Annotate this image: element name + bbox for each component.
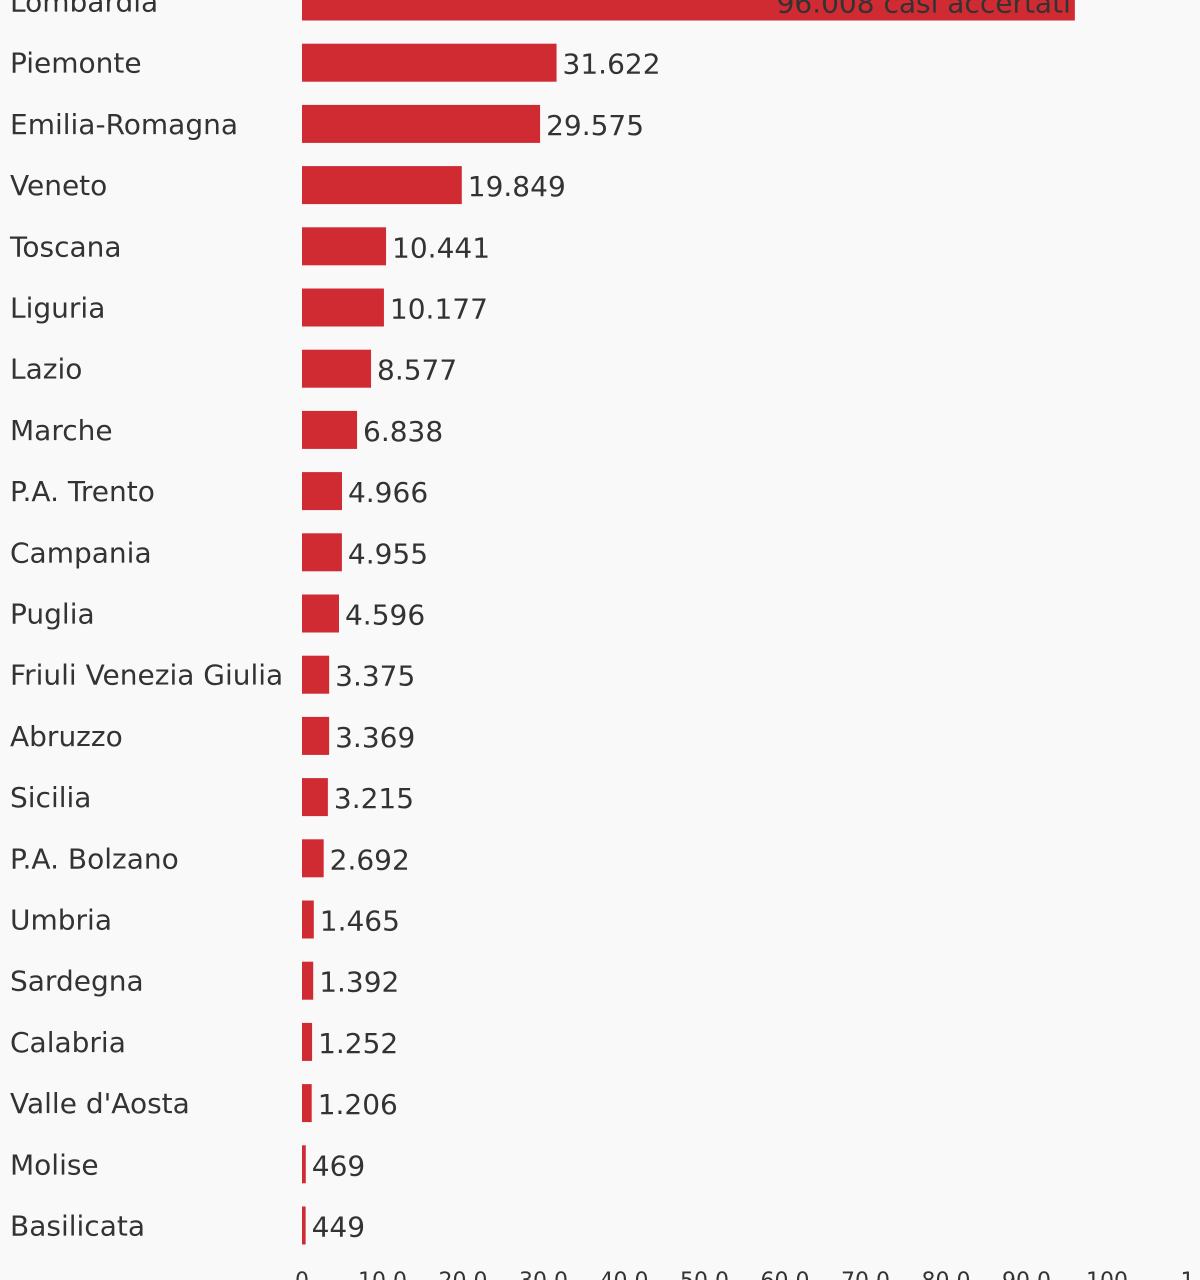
bar — [302, 349, 372, 388]
category-label: Valle d'Aosta — [10, 1087, 190, 1120]
category-label: Basilicata — [10, 1210, 145, 1243]
bar — [302, 410, 358, 449]
bar — [302, 961, 314, 1000]
category-label: Toscana — [9, 230, 122, 263]
value-label: 8.577 — [377, 354, 457, 387]
value-label: 6.838 — [363, 415, 443, 448]
value-label: 31.622 — [563, 48, 661, 81]
value-label: 29.575 — [546, 109, 644, 142]
category-label: Friuli Venezia Giulia — [10, 659, 283, 692]
bar — [302, 1022, 313, 1061]
value-label: 1.392 — [319, 966, 399, 999]
value-label: 3.369 — [335, 721, 415, 754]
bar — [302, 0, 1075, 21]
value-label: 96.008 casi accertati — [777, 0, 1071, 20]
bar — [302, 655, 330, 694]
category-label: Abruzzo — [10, 720, 123, 753]
bar — [302, 1206, 306, 1245]
bar — [302, 288, 384, 327]
x-tick-label: 50.0 — [680, 1269, 729, 1280]
value-label: 3.375 — [335, 660, 415, 693]
category-label: Emilia-Romagna — [10, 108, 238, 141]
category-label: Molise — [10, 1148, 99, 1181]
category-label: Sicilia — [10, 781, 91, 814]
value-label: 3.215 — [334, 782, 414, 815]
category-label: Calabria — [10, 1026, 126, 1059]
bar — [302, 472, 342, 511]
bar — [302, 839, 324, 878]
value-label: 1.465 — [320, 905, 400, 938]
x-tick-label: 60.0 — [761, 1269, 810, 1280]
bar — [302, 43, 557, 82]
value-label: 4.955 — [348, 537, 428, 570]
bar — [302, 1084, 312, 1123]
category-label: Liguria — [10, 292, 105, 325]
x-tick-label: 90.0 — [1002, 1269, 1051, 1280]
x-tick-label: 0 — [295, 1269, 309, 1280]
category-label: Lazio — [10, 353, 82, 386]
value-label: 1.206 — [318, 1088, 398, 1121]
bar — [302, 227, 387, 266]
value-label: 469 — [312, 1149, 365, 1182]
bar — [302, 104, 541, 143]
category-label: Campania — [10, 536, 152, 569]
category-label: Piemonte — [10, 47, 142, 80]
x-tick-label: 70.0 — [841, 1269, 890, 1280]
bar — [302, 716, 330, 755]
category-label: Umbria — [10, 904, 112, 937]
x-tick-label: 100 — [1086, 1269, 1128, 1280]
x-tick-label: 40.0 — [600, 1269, 649, 1280]
category-label: Marche — [10, 414, 113, 447]
x-tick-label: 1 — [1181, 1269, 1195, 1280]
bar — [302, 166, 462, 205]
value-label: 10.441 — [392, 231, 490, 264]
x-tick-label: 30.0 — [519, 1269, 568, 1280]
category-label: P.A. Bolzano — [10, 842, 179, 875]
category-label: Veneto — [10, 169, 107, 202]
bar — [302, 594, 339, 633]
x-tick-label: 20.0 — [439, 1269, 488, 1280]
bar — [302, 900, 314, 939]
bar — [302, 778, 328, 817]
category-label: Lombardia — [10, 0, 158, 19]
value-label: 10.177 — [390, 293, 488, 326]
bar — [302, 1145, 306, 1184]
x-tick-label: 80.0 — [922, 1269, 971, 1280]
category-label: Sardegna — [10, 965, 144, 998]
category-label: Puglia — [10, 598, 95, 631]
bar — [302, 533, 342, 572]
value-label: 4.596 — [345, 599, 425, 632]
value-label: 19.849 — [468, 170, 566, 203]
x-tick-label: 10.0 — [358, 1269, 407, 1280]
value-label: 449 — [312, 1211, 365, 1244]
category-label: P.A. Trento — [10, 475, 155, 508]
value-label: 4.966 — [348, 476, 428, 509]
value-label: 1.252 — [318, 1027, 398, 1060]
value-label: 2.692 — [330, 843, 410, 876]
